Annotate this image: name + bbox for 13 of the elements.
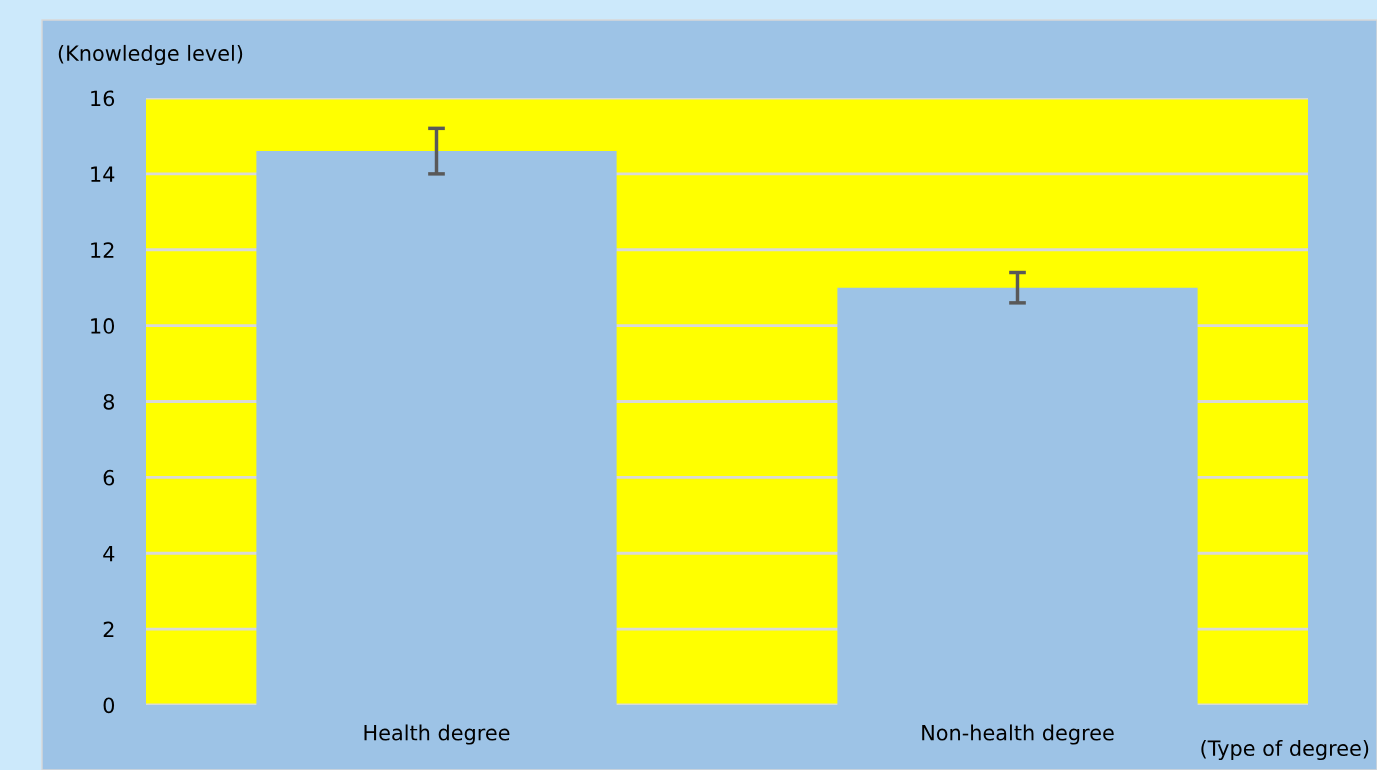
x-tick-label: Health degree	[364, 724, 510, 745]
y-tick-label: 0	[103, 697, 115, 714]
y-tick-label: 2	[103, 621, 114, 638]
y-tick-label: 10	[91, 318, 115, 334]
y-tick-label: 14	[91, 166, 115, 182]
y-tick-label: 6	[103, 469, 115, 486]
x-tick-label: Non-health degree	[922, 724, 1114, 745]
y-axis-title: (Knowledge level)	[58, 44, 243, 66]
y-tick-label: 4	[103, 545, 115, 562]
x-axis-title: (Type of degree)	[1201, 739, 1369, 761]
y-tick-label: 8	[103, 393, 115, 410]
y-tick-label: 12	[91, 242, 114, 258]
y-tick-label: 16	[91, 90, 115, 107]
